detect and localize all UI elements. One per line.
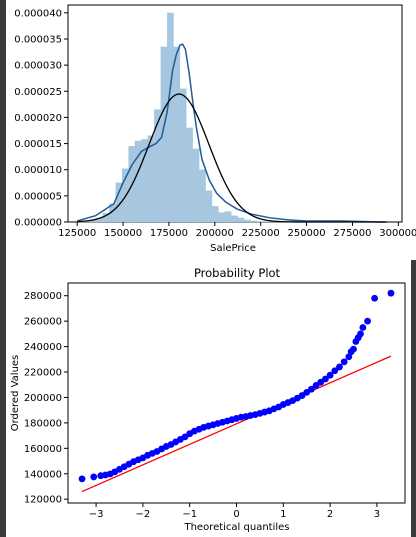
- x-tick-label: 150000: [104, 228, 142, 239]
- y-tick-label: 180000: [24, 418, 62, 429]
- y-axis-ticks: 0.000000 0.000005 0.000010 0.000015 0.000020…: [14, 8, 68, 229]
- scatter-point: [345, 353, 353, 361]
- x-tick-label: 225000: [242, 228, 280, 239]
- scatter-point: [371, 294, 378, 302]
- scatter-point: [340, 358, 348, 366]
- y-tick-label: 0.000010: [14, 165, 62, 176]
- scatter-point: [90, 473, 98, 481]
- scatter-point: [307, 385, 315, 393]
- histogram-bar: [147, 135, 155, 223]
- y-tick-label: 0.000035: [14, 34, 62, 45]
- histogram-bar: [244, 219, 251, 223]
- histogram-bar: [231, 215, 238, 223]
- histogram-bar: [205, 190, 213, 223]
- x-tick-label: 1: [280, 509, 286, 520]
- scatter-point: [387, 289, 395, 297]
- scatter-point: [331, 367, 339, 375]
- histogram-bar: [224, 211, 232, 223]
- x-axis-ticks: −3 −2 −1 0 1 2 3: [89, 503, 380, 520]
- x-tick-label: 300000: [379, 228, 416, 239]
- distribution-chart: 125000 150000 175000 200000 225000 250000 2750…: [14, 4, 416, 254]
- y-tick-label: 0.000020: [14, 113, 62, 124]
- histogram-bar: [256, 221, 264, 223]
- scatter-points: [78, 289, 395, 483]
- y-tick-label: 260000: [24, 317, 62, 328]
- x-axis-label: SalePrice: [210, 243, 256, 254]
- scatter-point: [364, 317, 371, 325]
- y-tick-label: 0.000040: [14, 8, 62, 19]
- histogram-bar: [218, 212, 226, 223]
- histogram-bars: [77, 12, 386, 223]
- x-axis-label: Theoretical quantiles: [183, 522, 289, 533]
- x-tick-label: 175000: [150, 228, 188, 239]
- y-tick-label: 120000: [24, 495, 62, 506]
- histogram-bar: [263, 221, 271, 223]
- histogram-bar: [199, 169, 206, 223]
- histogram-bar: [237, 217, 245, 223]
- x-tick-label: 2: [327, 509, 333, 520]
- scatter-point: [326, 371, 334, 379]
- x-axis-ticks: 125000 150000 175000 200000 225000 250000 2750…: [58, 222, 416, 239]
- x-tick-label: −3: [89, 509, 104, 520]
- y-tick-label: 0.000000: [14, 218, 62, 229]
- histogram-bar: [186, 127, 193, 223]
- y-tick-label: 200000: [24, 393, 62, 404]
- fit-line: [81, 355, 392, 493]
- histogram-bar: [250, 220, 258, 223]
- x-tick-label: 0: [233, 509, 239, 520]
- histogram-bar: [166, 12, 174, 223]
- chart-title: Probability Plot: [194, 266, 281, 280]
- y-tick-label: 0.000015: [14, 139, 62, 150]
- y-tick-label: 140000: [24, 469, 62, 480]
- y-tick-label: 0.000005: [14, 191, 62, 202]
- y-axis-label: Ordered Values: [10, 355, 21, 432]
- scatter-point: [78, 475, 86, 483]
- x-tick-label: 125000: [58, 228, 96, 239]
- y-tick-label: 0.000030: [14, 61, 62, 72]
- right-scrollbar[interactable]: [411, 260, 416, 537]
- scatter-point: [322, 375, 329, 383]
- x-tick-label: 3: [374, 509, 380, 520]
- y-tick-label: 240000: [24, 342, 62, 353]
- y-tick-label: 0.000025: [14, 87, 62, 98]
- histogram-bar: [154, 109, 161, 223]
- kde-curve: [76, 43, 386, 223]
- histogram-bar: [179, 88, 187, 223]
- x-tick-label: 250000: [287, 228, 325, 239]
- scatter-point: [350, 345, 357, 353]
- histogram-bar: [173, 46, 181, 223]
- histogram-bar: [192, 148, 200, 223]
- y-tick-label: 280000: [24, 291, 62, 302]
- probability-chart: Probability Plot −3 −2 −1 0 1 2 3 120000 140000…: [10, 266, 406, 533]
- histogram-bar: [211, 206, 219, 223]
- y-tick-label: 220000: [24, 368, 62, 379]
- scatter-point: [359, 324, 367, 331]
- x-tick-label: −1: [182, 509, 197, 520]
- y-tick-label: 160000: [24, 444, 62, 455]
- left-window-border: [0, 0, 6, 537]
- x-tick-label: 275000: [333, 228, 371, 239]
- x-tick-label: 200000: [196, 228, 234, 239]
- x-tick-label: −2: [136, 509, 151, 520]
- scatter-point: [357, 330, 364, 338]
- normal-fit-curve: [77, 93, 388, 223]
- scatter-point: [336, 363, 343, 371]
- y-axis-ticks: 120000 140000 160000 180000 200000 220000 2400…: [24, 291, 68, 506]
